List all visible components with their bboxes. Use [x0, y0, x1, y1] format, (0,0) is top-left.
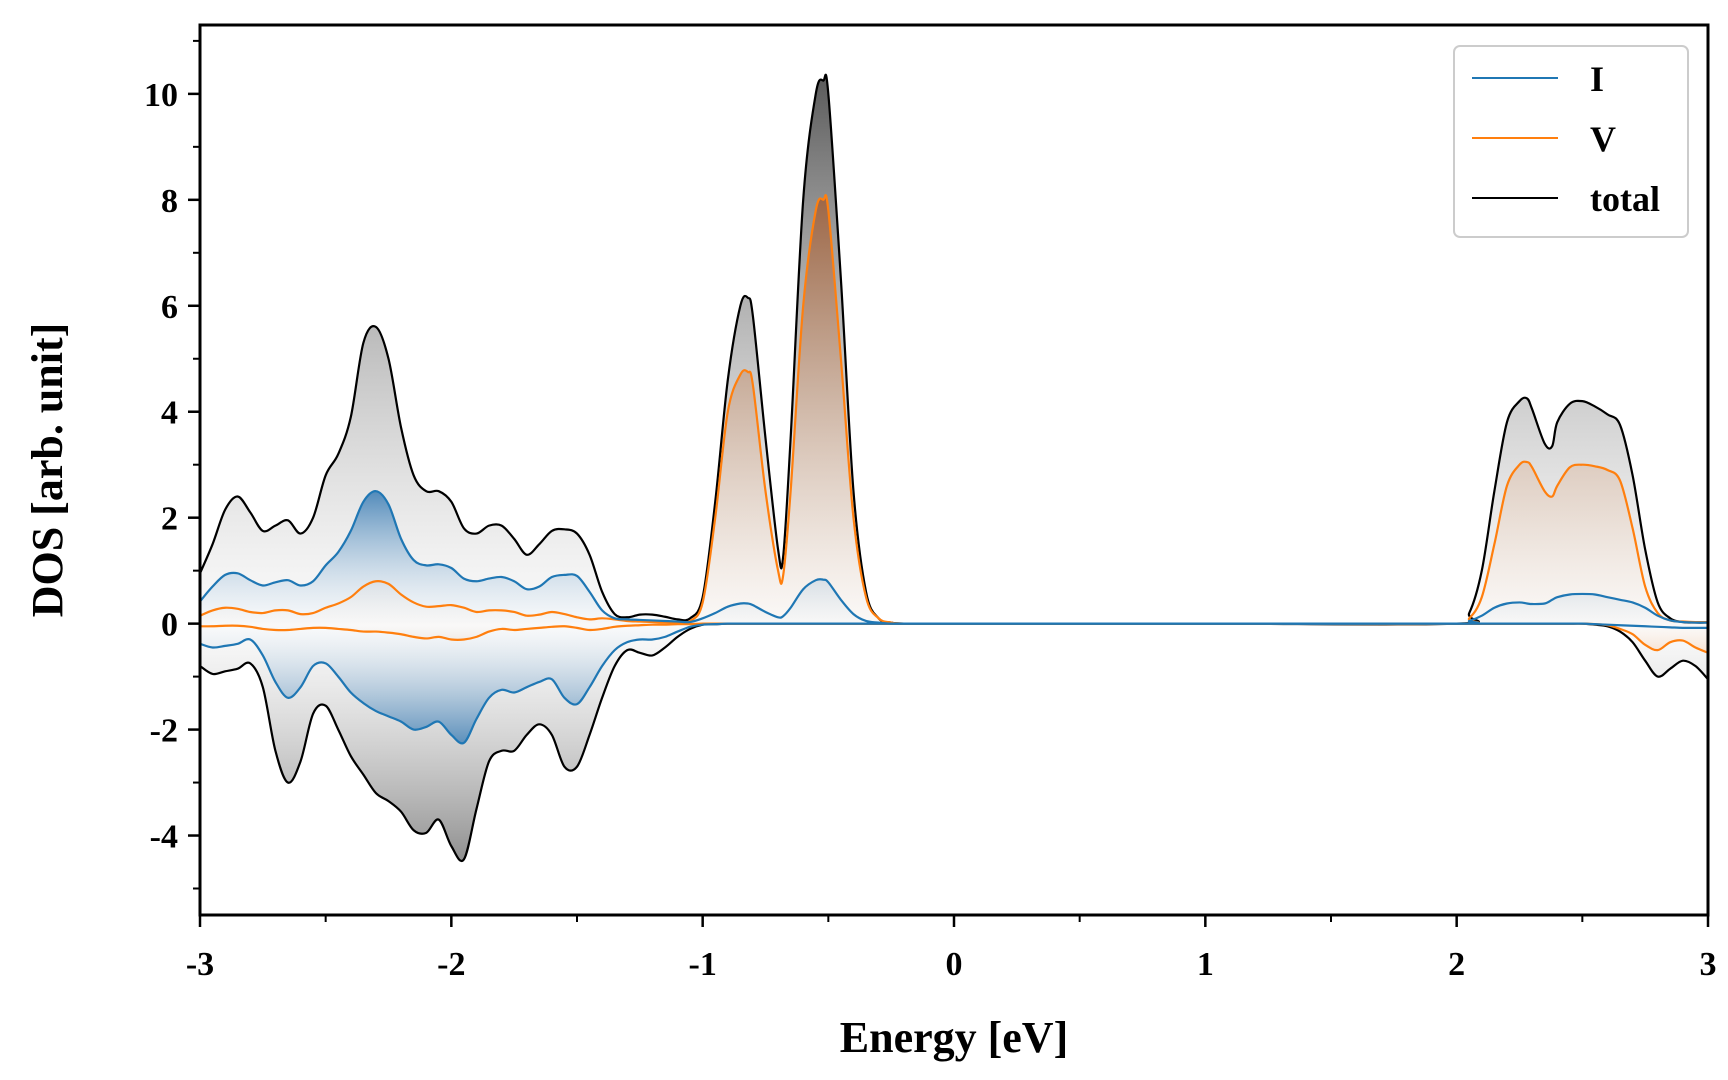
fill-I-down — [200, 623, 1708, 744]
fill-I-up — [200, 491, 1708, 624]
x-tick-label: -3 — [186, 946, 214, 983]
fill-V-up — [200, 195, 1708, 625]
legend-box — [1453, 45, 1689, 238]
y-axis-ticks: -4 -2 0 2 4 6 8 10 — [144, 39, 200, 890]
line-I-spin-up — [200, 490, 1708, 625]
y-tick-label: 6 — [161, 289, 178, 326]
x-tick-label: 1 — [1197, 946, 1214, 983]
x-tick-label: -1 — [689, 946, 717, 983]
dos-series-lines — [200, 73, 1708, 862]
legend-label-V: V — [1590, 119, 1616, 159]
line-V-spin-up — [200, 194, 1708, 626]
legend-label-total: total — [1590, 179, 1660, 219]
y-tick-label: 8 — [161, 183, 178, 220]
legend-label-I: I — [1590, 59, 1604, 99]
dos-area-fills — [200, 74, 1708, 862]
y-tick-label: 4 — [161, 395, 178, 432]
legend: I V total — [1453, 45, 1689, 238]
y-tick-label: 10 — [144, 77, 178, 114]
x-axis-title: Energy [eV] — [840, 1013, 1069, 1062]
x-tick-label: 0 — [946, 946, 963, 983]
y-tick-label: 2 — [161, 501, 178, 538]
x-tick-label: 3 — [1700, 946, 1717, 983]
y-tick-label: -2 — [150, 713, 178, 750]
y-tick-label: -4 — [150, 819, 178, 856]
x-tick-label: -2 — [437, 946, 465, 983]
line-I-spin-down — [200, 622, 1708, 745]
y-tick-label: 0 — [161, 607, 178, 644]
line-total-spin-up — [200, 73, 1708, 626]
y-axis-title: DOS [arb. unit] — [23, 323, 72, 618]
x-tick-label: 2 — [1448, 946, 1465, 983]
x-axis-ticks: -3 -2 -1 0 1 2 3 — [186, 915, 1717, 983]
